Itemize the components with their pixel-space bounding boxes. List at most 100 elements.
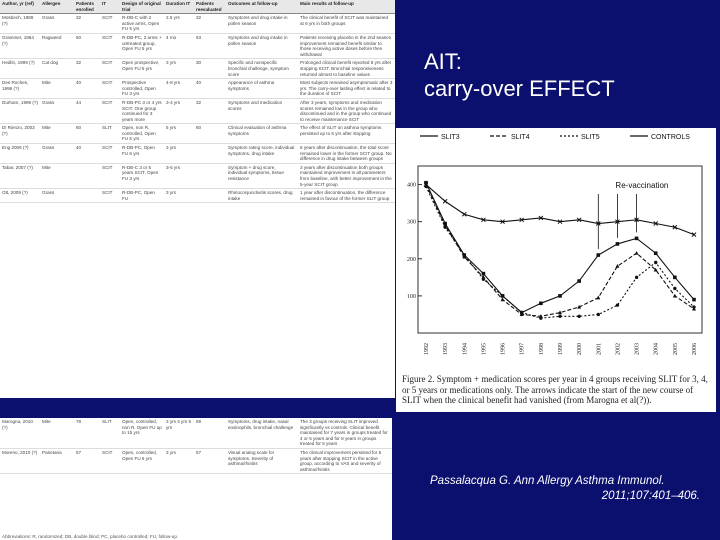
series-line-slit5 — [425, 186, 695, 319]
x-tick-label: 2006 — [692, 343, 698, 355]
table-cell: Open, non R, controlled, Open FU 5 yrs — [120, 123, 164, 145]
table-row: Mosbech, 1988 (?) Grass 32 SCIT R-DB-C with … — [0, 13, 395, 34]
data-point — [654, 260, 658, 265]
table-cell: After 3 years, symptoms and medication s… — [298, 98, 395, 125]
data-point — [615, 303, 620, 307]
table-cell: Des Roches, 1996 (?) — [0, 78, 40, 99]
table-cell: Grass — [40, 143, 74, 164]
study-table-continued-grid: Marogna, 2010 (?) Mite 78 SLIT Open, control… — [0, 418, 392, 475]
x-tick-label: 2000 — [577, 343, 583, 355]
x-tick-label: 2002 — [615, 343, 621, 355]
table-cell — [194, 163, 226, 190]
table-cell: R-DB-PC, Open FU — [120, 188, 164, 204]
legend-label: SLIT5 — [581, 134, 600, 141]
table-cell: 32 — [74, 13, 100, 34]
data-point — [520, 310, 524, 315]
table-cell: 32 — [74, 58, 100, 80]
table-cell: Open, controlled, non R. Open FU up to 1… — [120, 418, 164, 449]
x-tick-label: 2005 — [673, 343, 679, 355]
table-cell: Parietaria — [40, 448, 74, 475]
table-cell: 63 — [194, 33, 226, 60]
data-point — [596, 253, 601, 257]
table-row: Moreno, 2010 (?) Parietaria 57 SCIT Open, co… — [0, 448, 392, 475]
data-point — [596, 312, 600, 317]
table-cell: SCIT — [100, 163, 120, 190]
slide-title-line-1: AIT: — [424, 49, 462, 74]
data-point — [576, 217, 582, 223]
table-cell: 3 years after discontinuation both group… — [298, 163, 395, 190]
data-point — [500, 297, 505, 302]
data-point — [634, 236, 639, 241]
x-tick-label: 1997 — [520, 343, 526, 355]
table-cell: 2.5 yrs — [164, 13, 194, 34]
citation-line-2: 2011;107:401–406. — [601, 490, 700, 502]
data-point — [692, 305, 696, 309]
study-table: Author, yr (ref) Allergen Patients enrolle… — [0, 0, 395, 398]
table-cell: Mite — [40, 78, 74, 99]
table-cell: R-DB-PC 3 or 4 yrs SCIT. One group conti… — [120, 98, 164, 125]
table-cell: Symptom + drug score, individual symptom… — [226, 163, 298, 190]
table-cell: Patients receiving placebo in the 2nd se… — [298, 33, 395, 60]
table-cell: 3-4 yrs — [164, 98, 194, 125]
data-point — [500, 219, 505, 225]
table-cell: 40 — [194, 78, 226, 99]
data-point — [634, 275, 639, 280]
x-tick-label: 1994 — [462, 343, 468, 355]
data-point — [653, 251, 658, 256]
column-header: IT — [100, 0, 120, 15]
table-cell: SCIT — [100, 143, 120, 164]
table-row: Marogna, 2010 (?) Mite 78 SLIT Open, control… — [0, 418, 392, 449]
table-row: Hedlin, 1999 (?) Cat dog 32 SCIT Open prospe… — [0, 58, 395, 80]
table-cell: SCIT — [100, 13, 120, 34]
plot-frame — [417, 165, 703, 334]
table-cell: R-DB-PC, 2 arms + untreated group, Open … — [120, 33, 164, 60]
table-cell: 78 — [74, 418, 100, 449]
table-cell: R-DB-C with 2 active arms, Open FU 5 yrs — [120, 13, 164, 34]
table-cell: R-DB-PC, Open FU 6 yrs — [120, 143, 164, 164]
table-cell: Marogna, 2010 (?) — [0, 418, 40, 449]
data-point — [519, 217, 525, 223]
column-header: Author, yr (ref) — [0, 0, 40, 15]
table-cell: SCIT — [100, 188, 120, 204]
legend-label: SLIT4 — [511, 134, 530, 141]
data-point — [481, 217, 486, 223]
table-cell: Symptoms and medication scores — [226, 98, 298, 125]
revaccination-label: Re-vaccination — [615, 181, 668, 190]
table-cell: The 3 groups receiving SLIT improved sig… — [298, 418, 392, 449]
table-cell: Symptoms, drug intake, nasal eosinophils… — [226, 418, 298, 449]
table-cell: R-DB-C 3 or 5 years SCIT, Open FU 3 yrs — [120, 163, 164, 190]
x-tick-label: 2004 — [654, 343, 660, 355]
x-tick-label: 1999 — [558, 343, 564, 355]
table-cell: Prolonged clinical benefit reported 5 yr… — [298, 58, 395, 80]
table-cell: Open prospective, Open FU 5 yrs — [120, 58, 164, 80]
column-header: Patients reevaluated — [194, 0, 226, 15]
table-cell: Moreno, 2010 (?) — [0, 448, 40, 475]
data-point — [539, 301, 543, 306]
data-point — [557, 219, 563, 225]
data-point — [673, 286, 677, 291]
data-point — [500, 294, 505, 298]
table-cell: SLIT — [100, 123, 120, 145]
table-cell: Mite — [40, 123, 74, 145]
table-cell: Grass — [40, 13, 74, 34]
table-cell — [74, 188, 100, 204]
table-cell: Appearance of asthma symptoms — [226, 78, 298, 99]
table-cell: 57 — [74, 448, 100, 475]
table-body: Mosbech, 1988 (?) Grass 32 SCIT R-DB-C with … — [0, 13, 395, 204]
data-point — [443, 225, 447, 229]
table-row: Eng 2006 (?) Grass 40 SCIT R-DB-PC, Open FU … — [0, 143, 395, 164]
table-cell: 3 yrs 4 yrs 5 yrs — [164, 418, 194, 449]
table-row: Di Rienzo, 2003 (?) Mite 60 SLIT Open, non R… — [0, 123, 395, 145]
table-cell: 4-8 yrs — [164, 78, 194, 99]
table-cell — [74, 163, 100, 190]
x-tick-label: 1995 — [481, 343, 487, 355]
table-cell: Grass — [40, 98, 74, 125]
data-point — [634, 251, 639, 255]
table-cell: 40 — [74, 78, 100, 99]
table-cell: Specific and nonspecific bronchial chall… — [226, 58, 298, 80]
table-cell: 30 — [194, 58, 226, 80]
table-cell: Grass — [40, 188, 74, 204]
table-cell: The clinical benefit of SCIT was maintai… — [298, 13, 395, 34]
table-cell: Mosbech, 1988 (?) — [0, 13, 40, 34]
table-cell: 32 — [194, 98, 226, 125]
